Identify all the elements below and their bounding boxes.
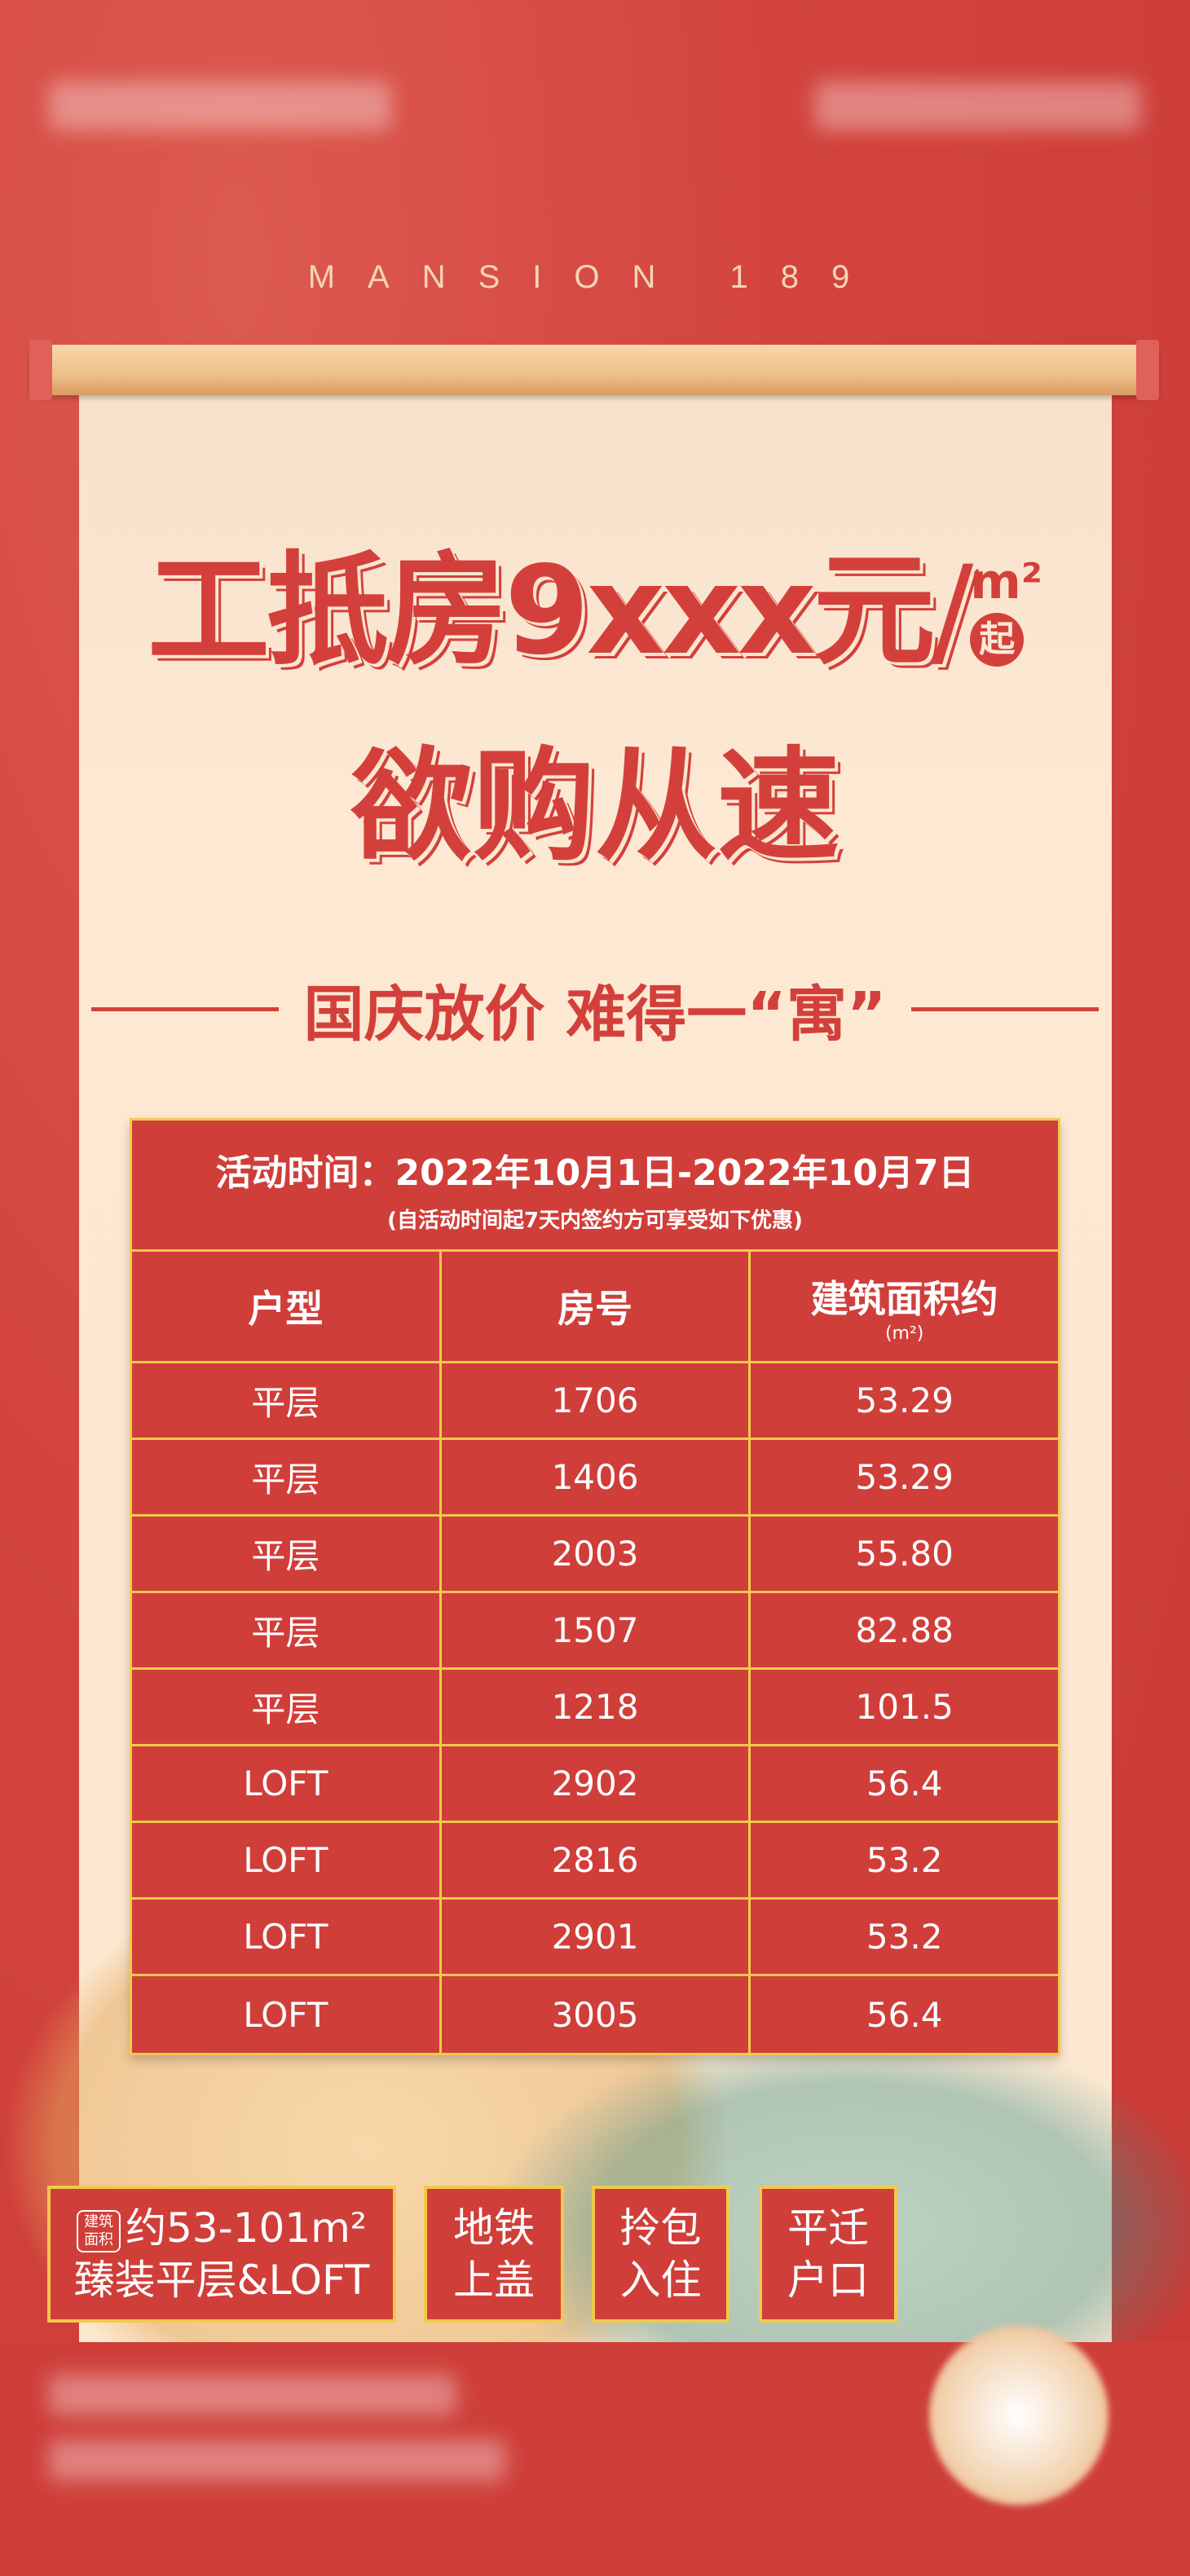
- cell-room: 1507: [442, 1593, 751, 1667]
- cell-area: 53.29: [855, 1380, 954, 1420]
- unit-text: m²: [970, 553, 1043, 610]
- header-type: 户型: [132, 1252, 442, 1361]
- area-range: 约53-101m²: [126, 2204, 367, 2252]
- feature-subway: 地铁 上盖: [424, 2186, 564, 2323]
- cell-type: LOFT: [132, 1823, 442, 1897]
- cell-room: 1706: [442, 1363, 751, 1438]
- header-room: 房号: [442, 1252, 751, 1361]
- cell-type: 平层: [132, 1670, 442, 1744]
- headline-prefix: 工抵房: [147, 540, 508, 682]
- feature-hukou: 平迁 户口: [759, 2186, 897, 2323]
- table-row: LOFT 2816 53.2: [132, 1823, 1058, 1900]
- cell-area: 53.2: [866, 1917, 943, 1957]
- scroll-rod: [29, 340, 1159, 400]
- brand-name: MANSION 189: [307, 259, 883, 295]
- headline-price: 9xxx: [505, 540, 817, 682]
- cell-room: 2902: [442, 1746, 751, 1821]
- cell-area: 56.4: [866, 1994, 943, 2035]
- divider: [91, 1007, 280, 1011]
- cell-type: 平层: [132, 1363, 442, 1438]
- activity-time: 活动时间：2022年10月1日-2022年10月7日: [215, 1152, 975, 1194]
- table-row: LOFT 3005 56.4: [132, 1976, 1058, 2053]
- cell-area: 55.80: [855, 1534, 954, 1574]
- cell-room: 1218: [442, 1670, 751, 1744]
- cell-area: 82.88: [855, 1610, 954, 1650]
- divider: [910, 1007, 1099, 1011]
- cell-room: 2003: [442, 1517, 751, 1591]
- cell-room: 2816: [442, 1823, 751, 1897]
- blurred-logo: [49, 81, 391, 130]
- activity-note: (自活动时间起7天内签约方可享受如下优惠): [387, 1209, 803, 1233]
- cell-room: 3005: [442, 1976, 751, 2053]
- table-row: 平层 1507 82.88: [132, 1593, 1058, 1670]
- cell-area: 56.4: [866, 1764, 943, 1803]
- cell-type: 平层: [132, 1517, 442, 1591]
- table-row: 平层 1706 53.29: [132, 1363, 1058, 1440]
- header-area: 建筑面积约 (m²): [810, 1276, 998, 1344]
- table-row: LOFT 2902 56.4: [132, 1746, 1058, 1823]
- cell-area: 53.29: [855, 1457, 954, 1497]
- cell-room: 2901: [442, 1900, 751, 1974]
- cell-area: 101.5: [855, 1687, 954, 1727]
- cell-type: 平层: [132, 1440, 442, 1514]
- subtitle: 国庆放价 难得一“寓”: [0, 966, 1190, 1053]
- cell-type: 平层: [132, 1593, 442, 1667]
- table-row: 平层 1406 53.29: [132, 1440, 1058, 1517]
- blurred-logo: [815, 81, 1141, 130]
- table-row: 平层 1218 101.5: [132, 1670, 1058, 1746]
- footer-band: [0, 2326, 1190, 2576]
- cell-room: 1406: [442, 1440, 751, 1514]
- table-row: LOFT 2901 53.2: [132, 1900, 1058, 1976]
- unit-types: 臻装平层&LOFT: [73, 2257, 370, 2304]
- unit-table: 活动时间：2022年10月1日-2022年10月7日 (自活动时间起7天内签约方…: [130, 1118, 1060, 2055]
- cell-area: 53.2: [866, 1840, 943, 1880]
- cell-type: LOFT: [132, 1746, 442, 1821]
- table-row: 平层 2003 55.80: [132, 1517, 1058, 1593]
- cell-type: LOFT: [132, 1900, 442, 1974]
- subtitle-text: 国庆放价 难得一“寓”: [303, 980, 887, 1050]
- blurred-qr-badge: [929, 2326, 1108, 2505]
- table-header: 活动时间：2022年10月1日-2022年10月7日 (自活动时间起7天内签约方…: [132, 1121, 1058, 1252]
- qi-badge: 起: [970, 613, 1025, 667]
- headline-currency: 元: [813, 540, 936, 682]
- cell-type: LOFT: [132, 1976, 442, 2053]
- area-tag: 建筑面积: [77, 2209, 121, 2252]
- unit-badge: m² 起: [970, 557, 1042, 667]
- headline-line1: 工抵房9xxx元/m² 起: [0, 538, 1190, 685]
- headline-line2: 欲购从速: [350, 736, 840, 878]
- feature-move-in: 拎包 入住: [592, 2186, 729, 2323]
- feature-area: 建筑面积 约53-101m² 臻装平层&LOFT: [47, 2186, 396, 2323]
- column-headers: 户型 房号 建筑面积约 (m²): [132, 1252, 1058, 1363]
- headline-slash: /: [932, 540, 974, 682]
